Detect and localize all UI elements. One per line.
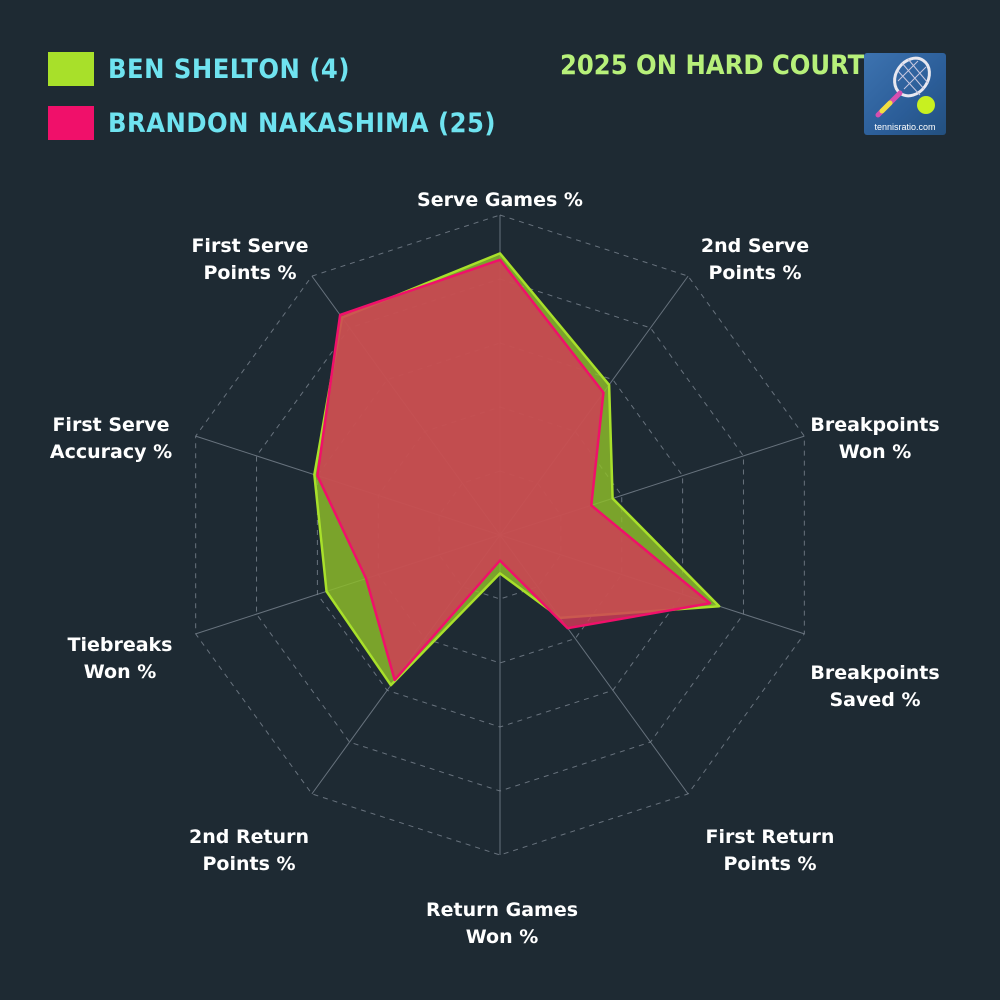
axis-label-line: Saved %	[829, 689, 920, 711]
axis-label-line: First Serve	[52, 414, 169, 436]
radar-series	[313, 252, 721, 687]
legend-label-nakashima: BRANDON NAKASHIMA (25)	[108, 107, 496, 139]
axis-label-line: Points %	[708, 262, 801, 284]
legend-label-shelton: BEN SHELTON (4)	[108, 53, 350, 85]
series-area-nakashima	[316, 258, 712, 682]
axis-label-line: Breakpoints	[810, 414, 939, 436]
axis-label-6: 2nd Return Points %	[189, 826, 309, 875]
logo-caption: tennisratio.com	[874, 122, 936, 132]
axis-label-4: First Return Points %	[706, 826, 835, 875]
axis-label-line: 2nd Return	[189, 826, 309, 848]
axis-label-line: Won %	[466, 926, 539, 948]
axis-label-5: Return Games Won %	[426, 899, 578, 948]
axis-label-line: Tiebreaks	[68, 634, 173, 656]
axis-label-line: First Serve	[191, 235, 308, 257]
axis-label-line: Accuracy %	[50, 441, 172, 463]
axis-label-9: First Serve Points %	[191, 235, 308, 284]
axis-label-line: Points %	[203, 262, 296, 284]
axis-label-line: Return Games	[426, 899, 578, 921]
axis-label-line: Points %	[723, 853, 816, 875]
legend-item-nakashima: BRANDON NAKASHIMA (25)	[48, 106, 496, 140]
legend-item-shelton: BEN SHELTON (4)	[48, 52, 350, 86]
axis-label-line: 2nd Serve	[701, 235, 809, 257]
axis-label-line: Serve Games %	[417, 189, 583, 211]
axis-label-line: Points %	[202, 853, 295, 875]
axis-label-line: Won %	[84, 661, 157, 683]
axis-label-line: Won %	[839, 441, 912, 463]
axis-label-line: Breakpoints	[810, 662, 939, 684]
chart-title: 2025 ON HARD COURTS	[560, 50, 882, 81]
axis-label-1: 2nd Serve Points %	[701, 235, 809, 284]
axis-label-line: First Return	[706, 826, 835, 848]
legend-swatch-nakashima	[48, 106, 94, 140]
radar-axis-labels: Serve Games % 2nd Serve Points % Breakpoint…	[50, 189, 940, 948]
axis-label-0: Serve Games %	[417, 189, 583, 211]
legend-swatch-shelton	[48, 52, 94, 86]
axis-label-8: First Serve Accuracy %	[50, 414, 172, 463]
tennisratio-logo: tennisratio.com	[864, 53, 946, 135]
axis-label-7: Tiebreaks Won %	[68, 634, 173, 683]
tennis-racket-ball-icon	[875, 56, 935, 118]
axis-label-3: Breakpoints Saved %	[810, 662, 939, 711]
axis-label-2: Breakpoints Won %	[810, 414, 939, 463]
